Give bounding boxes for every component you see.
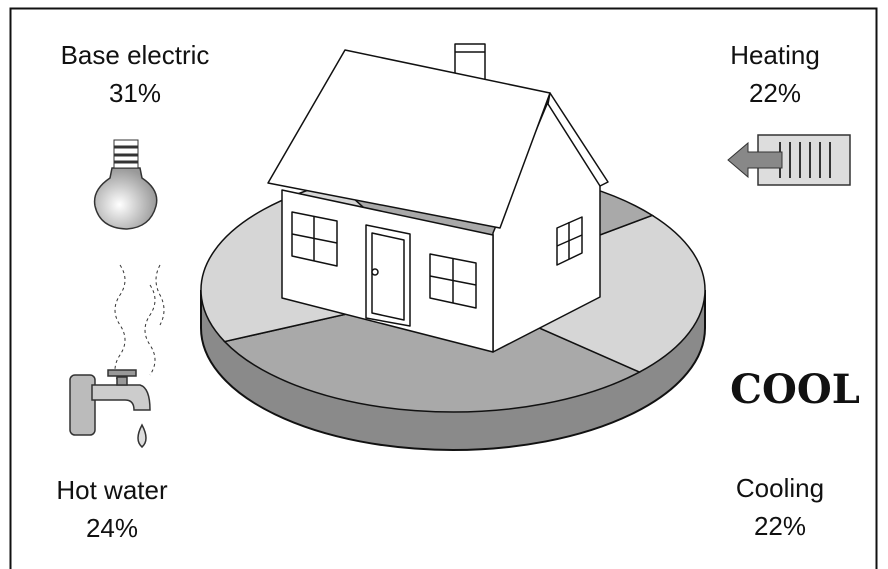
roof-edge [547, 92, 609, 187]
value-label: 24% [86, 513, 138, 543]
cool-logo: COOL [730, 366, 860, 413]
faucet-body [69, 369, 151, 448]
radiator-icon [727, 134, 851, 186]
window-bar [291, 233, 338, 244]
category-label: Hot water [56, 475, 168, 505]
bulb-icon [93, 139, 158, 230]
frame [9, 7, 878, 569]
value-label: 22% [754, 511, 806, 541]
category-label: Heating [730, 40, 820, 70]
window-bar [556, 234, 583, 247]
house [267, 43, 609, 353]
door-inner [371, 232, 405, 321]
door-knob [371, 268, 379, 276]
category-label: Base electric [61, 40, 210, 70]
value-label: 31% [109, 78, 161, 108]
window-bar [429, 275, 477, 286]
category-label: Cooling [736, 473, 824, 503]
faucet-icon [114, 264, 165, 386]
windows [291, 211, 583, 327]
pie-slice [223, 289, 642, 413]
value-label: 22% [749, 78, 801, 108]
